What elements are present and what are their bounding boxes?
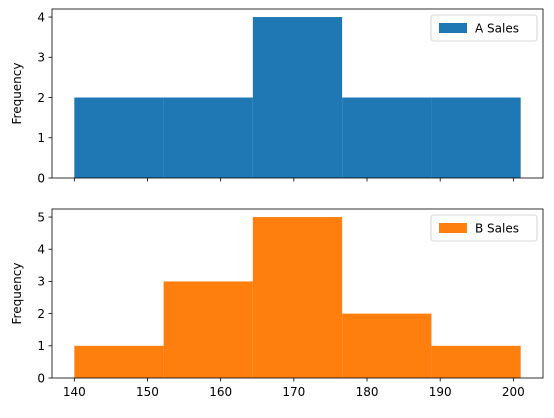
y-tick-label: 5 bbox=[37, 210, 45, 224]
y-tick-label: 0 bbox=[37, 171, 45, 185]
x-tick-label: 190 bbox=[429, 385, 452, 399]
legend-box bbox=[430, 214, 538, 242]
x-tick-label: 170 bbox=[282, 385, 305, 399]
histogram-bar bbox=[342, 97, 432, 178]
histogram-bar bbox=[342, 313, 432, 378]
legend-label: A Sales bbox=[475, 22, 519, 36]
histogram-bar bbox=[252, 17, 343, 178]
y-axis-label: Frequency bbox=[10, 63, 24, 125]
legend-box bbox=[430, 14, 538, 42]
y-tick-label: 0 bbox=[37, 371, 45, 385]
axes-frame bbox=[51, 208, 544, 379]
histogram-bar bbox=[74, 97, 164, 178]
legend-label: B Sales bbox=[475, 222, 519, 236]
y-tick-label: 2 bbox=[37, 91, 45, 105]
histogram-bar bbox=[74, 345, 164, 378]
subplot-2: 0 1 2 3 4 5 140 150 160 170 180 190 200 Frequency B Sa… bbox=[10, 208, 544, 399]
subplot-1: 0 1 2 3 4 Frequency A Sales bbox=[10, 8, 544, 185]
y-tick-label: 4 bbox=[37, 10, 45, 24]
histogram-bar bbox=[431, 345, 521, 378]
y-tick-label: 3 bbox=[37, 275, 45, 289]
legend-swatch bbox=[439, 23, 467, 33]
x-tick-label: 180 bbox=[356, 385, 379, 399]
x-tick-label: 140 bbox=[63, 385, 86, 399]
y-tick-label: 1 bbox=[37, 131, 45, 145]
x-tick-label: 200 bbox=[502, 385, 525, 399]
y-tick-label: 1 bbox=[37, 339, 45, 353]
legend-swatch bbox=[439, 223, 467, 233]
histogram-bar bbox=[252, 217, 343, 378]
axes-frame bbox=[51, 8, 544, 179]
y-axis-label: Frequency bbox=[10, 263, 24, 325]
y-tick-label: 4 bbox=[37, 243, 45, 257]
y-tick-label: 2 bbox=[37, 307, 45, 321]
histogram-bar bbox=[431, 97, 521, 178]
x-tick-label: 150 bbox=[136, 385, 159, 399]
y-tick-label: 3 bbox=[37, 51, 45, 65]
histogram-bar bbox=[163, 281, 253, 378]
histogram-bar bbox=[163, 97, 253, 178]
x-tick-label: 160 bbox=[209, 385, 232, 399]
